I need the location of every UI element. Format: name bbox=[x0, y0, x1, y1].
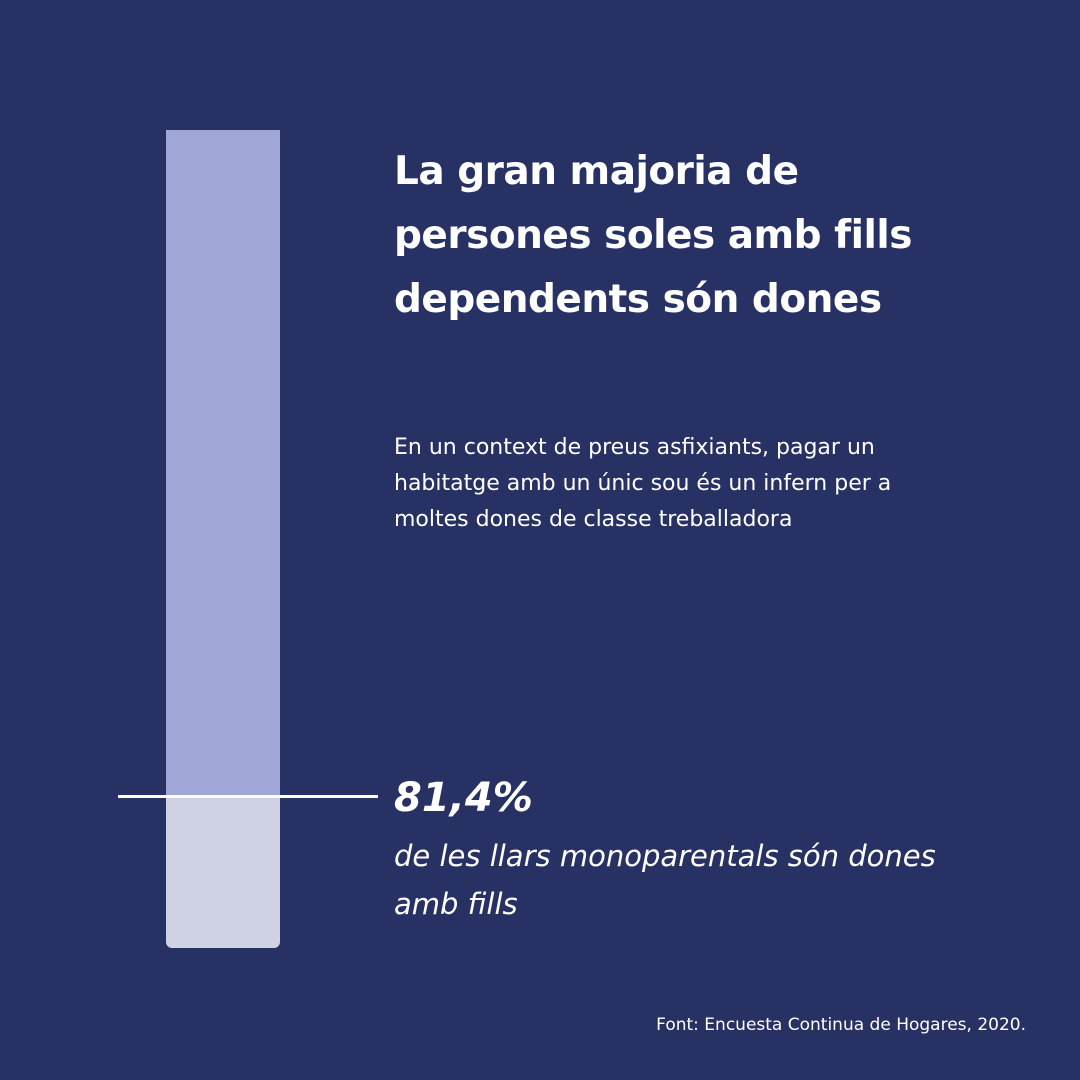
bar-value-women bbox=[166, 130, 280, 796]
subtitle-text: En un context de preus asfixiants, pagar… bbox=[394, 435, 892, 532]
page-title: La gran majoria de persones soles amb fi… bbox=[394, 149, 912, 322]
value-marker-line bbox=[118, 795, 378, 798]
stat-description: de les llars monoparentals són dones amb… bbox=[394, 839, 936, 921]
bar-total bbox=[166, 130, 280, 948]
stat-value-label: 81,4% bbox=[394, 775, 533, 821]
source-note: Font: Encuesta Continua de Hogares, 2020… bbox=[656, 1015, 1026, 1035]
